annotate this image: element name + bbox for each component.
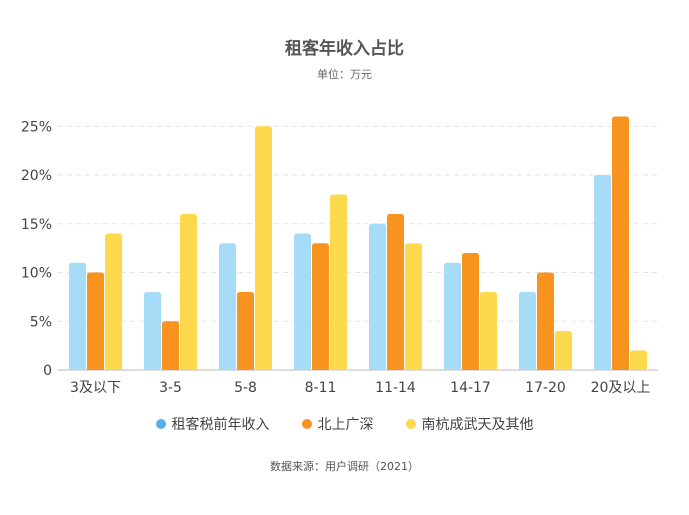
legend-dot-icon	[405, 419, 416, 429]
data-source: 数据来源：用户调研（2021）	[270, 460, 419, 473]
x-tick-label: 17-20	[525, 380, 566, 396]
bar	[312, 243, 329, 370]
y-tick-label: 20%	[21, 168, 52, 184]
chart-title: 租客年收入占比	[285, 39, 404, 59]
x-tick-label: 3及以下	[70, 380, 121, 396]
legend-dot-icon	[155, 419, 166, 429]
bar	[180, 214, 197, 370]
x-tick-label: 14-17	[450, 380, 491, 396]
y-tick-label: 15%	[21, 217, 52, 233]
legend-label: 北上广深	[317, 417, 374, 433]
bar	[69, 262, 86, 370]
x-tick-label: 5-8	[234, 380, 257, 396]
bar	[369, 223, 386, 370]
y-tick-label: 10%	[21, 266, 52, 282]
legend-dot-icon	[301, 419, 312, 429]
y-tick-label: 25%	[21, 119, 52, 135]
bar	[555, 331, 572, 370]
bar	[444, 262, 461, 370]
bar	[519, 292, 536, 370]
bar	[612, 116, 629, 370]
bar	[537, 272, 554, 370]
bar	[105, 233, 122, 370]
legend-label: 南杭成武天及其他	[421, 417, 534, 433]
bar	[294, 233, 311, 370]
bar	[630, 350, 647, 370]
bar	[162, 321, 179, 370]
y-tick-label: 5%	[30, 314, 52, 330]
legend-item-series-0[interactable]: 租客税前年收入	[155, 414, 270, 434]
bar	[219, 243, 236, 370]
chart-subtitle: 单位：万元	[317, 68, 372, 81]
x-tick-label: 11-14	[375, 380, 416, 396]
bar	[87, 272, 104, 370]
bar	[255, 126, 272, 370]
bar	[480, 292, 497, 370]
bar	[237, 292, 254, 370]
bar	[330, 194, 347, 370]
legend-item-series-2[interactable]: 南杭成武天及其他	[405, 414, 534, 434]
bar	[594, 175, 611, 370]
bar	[144, 292, 161, 370]
bar	[405, 243, 422, 370]
legend-item-series-1[interactable]: 北上广深	[301, 414, 374, 434]
legend: 租客税前年收入 北上广深 南杭成武天及其他	[0, 414, 689, 434]
y-tick-label: 0	[43, 363, 52, 379]
x-tick-label: 3-5	[159, 380, 182, 396]
bar	[387, 214, 404, 370]
bar	[462, 253, 479, 370]
legend-label: 租客税前年收入	[171, 417, 270, 433]
x-tick-label: 20及以上	[591, 380, 651, 396]
x-tick-label: 8-11	[305, 380, 337, 396]
